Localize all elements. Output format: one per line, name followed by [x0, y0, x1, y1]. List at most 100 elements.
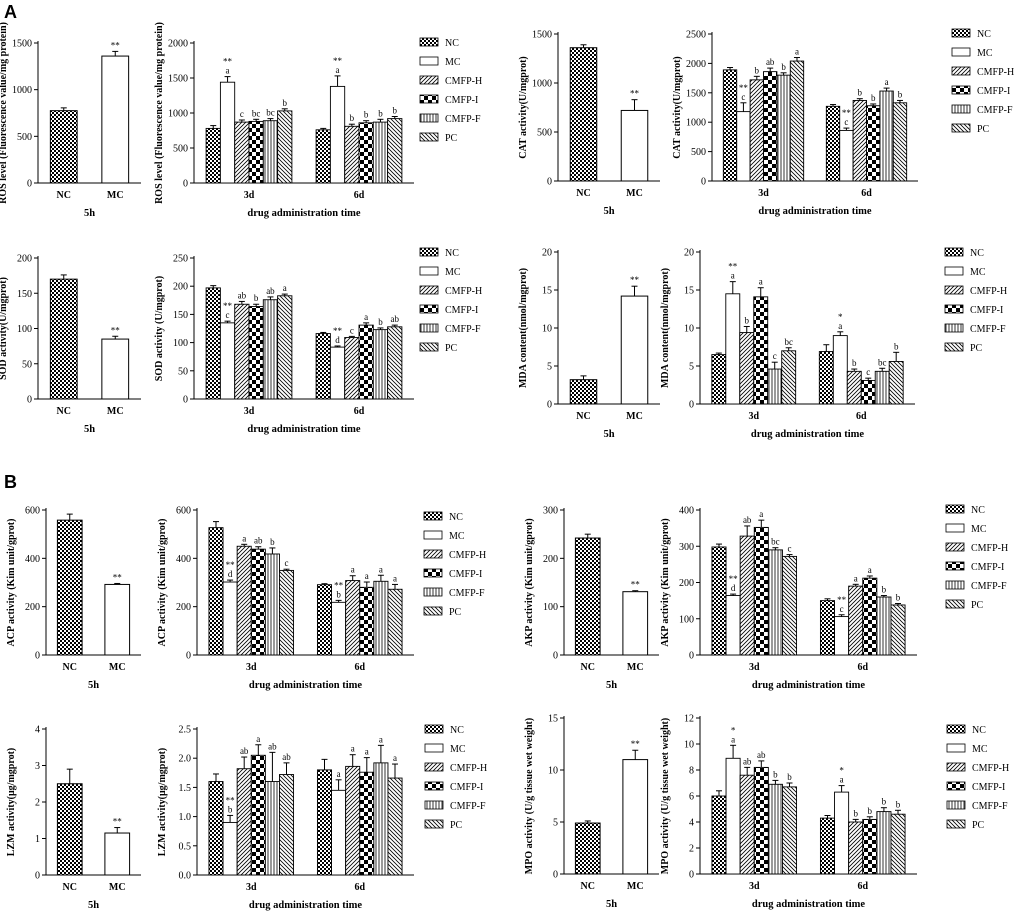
legend-swatch: [945, 504, 965, 514]
significance-label: c: [866, 367, 870, 377]
bar-mc: [104, 832, 131, 876]
significance-label: b: [896, 593, 901, 603]
x-tick-label: NC: [57, 406, 71, 417]
bar-cmfp-i-6d: [358, 324, 374, 400]
legend-label: CMFP-H: [450, 763, 487, 774]
legend-label: CMFP-H: [445, 76, 482, 87]
y-tick-label: 0: [689, 651, 694, 662]
significance-label: a: [379, 564, 383, 574]
x-axis-label: 5h: [84, 208, 95, 219]
y-tick-label: 2: [689, 844, 694, 855]
y-tick-label: 1.0: [179, 812, 192, 823]
bar-nc: [49, 278, 78, 400]
legend-swatch: [419, 285, 439, 295]
bar-cmfp-h-3d: [236, 545, 252, 656]
significance-label: **: [837, 595, 847, 605]
panel-label-b: B: [4, 472, 17, 492]
legend-swatch: [419, 266, 439, 276]
bar-cmfp-f-6d: [373, 580, 389, 656]
chart-mpo-5h: 0 5 10 15 MPO activity (U/g tissue wet weigh…: [524, 714, 659, 910]
legend-swatch: [424, 819, 444, 829]
legend-swatch: [951, 123, 971, 133]
legend-swatch: [946, 781, 966, 791]
significance-label: **: [728, 262, 738, 272]
bar-cmfp-f-3d: [262, 120, 279, 184]
bar-mc-3d: [222, 581, 238, 656]
legend-label: PC: [971, 600, 984, 611]
y-tick-label: 20: [542, 248, 552, 259]
y-tick-label: 0: [689, 400, 694, 411]
bar-pc-3d: [277, 110, 293, 184]
bar-cmfp-f-3d: [776, 74, 791, 182]
legend-label: PC: [970, 343, 983, 354]
legend-label: NC: [971, 505, 985, 516]
y-tick-label: 500: [17, 132, 32, 143]
bar-nc: [569, 47, 598, 182]
bar-cmfp-h-3d: [234, 121, 250, 184]
y-tick-label: 500: [173, 144, 188, 155]
legend-label: CMFP-I: [977, 86, 1010, 97]
significance-label: a: [256, 734, 260, 744]
significance-label: d: [335, 335, 340, 345]
y-tick-label: 2000: [168, 39, 188, 50]
legend-label: NC: [970, 248, 984, 259]
x-tick-label: 6d: [861, 188, 872, 199]
x-axis-label: 5h: [606, 899, 617, 910]
significance-label: ab: [757, 750, 766, 760]
bar-cmfp-h-3d: [234, 303, 250, 400]
bar-nc-6d: [819, 817, 835, 875]
significance-label: a: [759, 277, 763, 287]
y-tick-label: 10: [684, 740, 694, 751]
significance-label: **: [333, 56, 343, 66]
x-tick-label: 6d: [354, 190, 365, 201]
x-tick-label: 3d: [246, 662, 257, 673]
y-tick-label: 100: [543, 602, 558, 613]
y-tick-label: 50: [22, 359, 32, 370]
y-tick-label: 200: [176, 602, 191, 613]
bar-cmfp-i-3d: [753, 296, 769, 405]
legend-swatch: [944, 304, 964, 314]
legend-swatch: [945, 561, 965, 571]
bar-nc-6d: [316, 584, 332, 656]
y-tick-label: 0: [35, 871, 40, 882]
significance-label: c: [350, 325, 354, 335]
x-tick-label: 3d: [246, 882, 257, 893]
bar-cmfp-i-3d: [250, 548, 266, 656]
significance-label: b: [868, 806, 873, 816]
x-axis-label: drug administration time: [751, 429, 865, 440]
bar-nc-3d: [208, 781, 224, 876]
bar-cmfp-f-3d: [767, 549, 783, 656]
bar-cmfp-i-3d: [753, 766, 769, 875]
chart-mpo-time: 0 2 4 6 8 10 12 MPO activity (U/g tissue wet we…: [660, 714, 1009, 911]
bar-nc-3d: [711, 795, 727, 875]
x-tick-label: NC: [576, 188, 590, 199]
y-tick-label: 0: [35, 651, 40, 662]
legend-label: CMFP-F: [445, 114, 481, 125]
legend-label: CMFP-H: [972, 763, 1009, 774]
bar-pc-3d: [789, 60, 805, 182]
bar-mc-3d: [736, 111, 751, 182]
y-tick-label: 8: [689, 766, 694, 777]
x-tick-label: 3d: [758, 188, 769, 199]
bar-cmfp-h-3d: [739, 535, 755, 656]
y-tick-label: 5: [689, 362, 694, 373]
bar-cmfp-f-6d: [879, 90, 894, 182]
legend-swatch: [424, 762, 444, 772]
chart-sod-5h: 0 50 100 150 200 SOD activity(U/mgprot) 5h NC **…: [0, 254, 141, 435]
significance-label: a: [838, 321, 842, 331]
significance-label: **: [630, 89, 640, 99]
chart-acp-time: 0 200 400 600 ACP activity (Kim unit/gprot) d…: [157, 506, 486, 692]
y-tick-label: 20: [684, 248, 694, 259]
significance-label: a: [731, 734, 735, 744]
bar-nc-3d: [722, 69, 738, 182]
y-axis-label: LZM activity(μg/mgprot): [157, 748, 168, 857]
legend-swatch: [946, 800, 966, 810]
bar-mc: [620, 109, 649, 182]
significance-label: a: [393, 573, 397, 583]
y-tick-label: 15: [548, 714, 558, 725]
significance-label: a: [242, 533, 246, 543]
legend-swatch: [946, 762, 966, 772]
significance-label: b: [283, 98, 288, 108]
